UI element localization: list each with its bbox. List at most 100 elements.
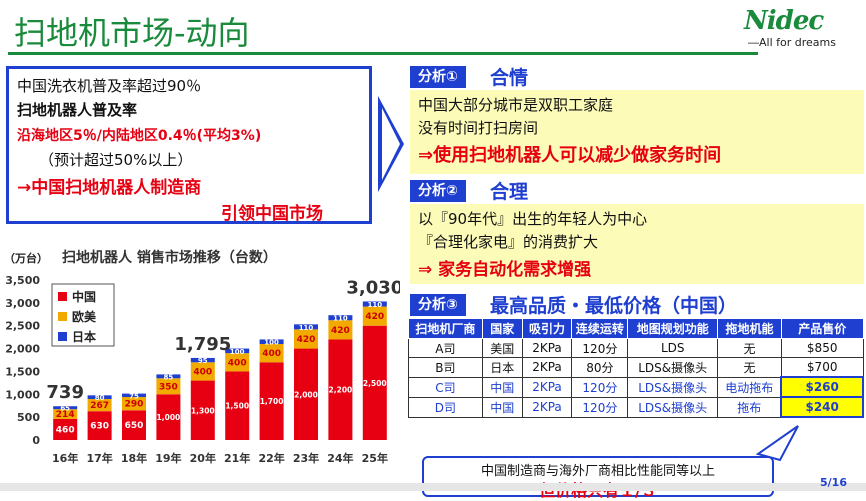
table-cell: 2KPa	[521, 376, 573, 398]
y-tick-label: 1,000	[5, 388, 40, 401]
analysis-2-line1: 以『90年代』出生的年轻人为中心	[418, 210, 648, 228]
bar-data-label: 290	[125, 400, 144, 410]
chart-x-axis: 16年 17年 18年 19年 20年 21年 22年 23年 24年 25年	[52, 451, 388, 465]
x-tick-label: 24年	[327, 451, 353, 465]
table-cell: LDS&摄像头	[627, 376, 719, 398]
bar-segment	[259, 344, 284, 363]
analysis-title-1: 合情	[490, 67, 529, 89]
y-tick-label: 3,500	[5, 274, 40, 287]
table-row: D司 中国 2KPa 120分 LDS&摄像头 拖布 $240	[408, 396, 864, 418]
price-highlight: $240	[780, 396, 864, 418]
table-cell: C司	[408, 376, 483, 398]
bar-segment	[53, 418, 78, 440]
analysis-box-1: 中国大部分城市是双职工家庭 没有时间打扫房间 ⇒使用扫地机器人可以减少做家务时间	[410, 90, 864, 174]
bar-data-label: 75	[129, 392, 139, 400]
col-header-runtime: 连续运转	[571, 318, 629, 339]
x-tick-label: 22年	[258, 451, 284, 465]
bar-segment	[87, 411, 112, 440]
bar-data-label: 1,700	[260, 397, 284, 406]
page-number: 5/16	[820, 476, 847, 489]
analysis-tag-2: 分析②	[410, 180, 466, 202]
bar-data-label: 267	[90, 401, 109, 411]
bar-data-label: 420	[297, 335, 316, 345]
bar-data-label: 95	[198, 357, 208, 365]
table-cell: 拖布	[717, 396, 782, 418]
bar-segment	[87, 398, 112, 412]
table-cell: LDS&摄像头	[627, 396, 719, 418]
summary-line-penetration: 扫地机器人普及率	[17, 101, 138, 119]
chart-y-unit: （万台）	[4, 251, 48, 265]
legend-label: 日本	[72, 329, 96, 344]
y-tick-label: 500	[17, 411, 40, 424]
table-cell: LDS	[627, 338, 719, 358]
bar-data-label: 420	[331, 326, 350, 336]
bar-segment	[362, 301, 387, 307]
logo-tagline: ―All for dreams	[748, 36, 836, 49]
table-row: A司 美国 2KPa 120分 LDS 无 $850	[408, 338, 864, 358]
summary-line-forecast: （预计超过50%以上）	[39, 151, 193, 169]
footer-bar	[0, 483, 866, 491]
summary-line-lead: 引领中国市场	[221, 204, 323, 224]
table-cell: 美国	[481, 338, 523, 358]
bar-data-label: 110	[333, 315, 348, 323]
legend-swatch	[58, 312, 67, 321]
bar-data-label: 1,000	[157, 413, 181, 422]
x-tick-label: 25年	[362, 451, 388, 465]
col-header-country: 国家	[481, 318, 523, 339]
bar-data-label: 400	[193, 367, 212, 377]
analysis-1-conclusion: ⇒使用扫地机器人可以减少做家务时间	[418, 145, 722, 166]
price-highlight: $260	[780, 376, 864, 398]
bar-segment	[87, 395, 112, 399]
col-header-mapping: 地图规划功能	[627, 318, 719, 339]
analysis-title-2: 合理	[490, 181, 529, 203]
table-cell: 2KPa	[521, 396, 573, 418]
bar-segment	[225, 353, 250, 372]
legend-swatch	[58, 292, 67, 301]
callout-line1: 中国制造商与海外厂商相比性能同等以上	[480, 464, 715, 479]
title-underline	[8, 52, 758, 55]
x-tick-label: 17年	[86, 451, 112, 465]
right-arrow-icon-inner	[382, 108, 400, 180]
analysis-1-line1: 中国大部分城市是双职工家庭	[418, 96, 614, 114]
bar-total-label: 3,030	[346, 277, 400, 298]
col-header-price: 产品售价	[780, 318, 864, 339]
bar-segment	[122, 393, 146, 398]
analysis-title-3: 最高品质・最低价格（中国）	[490, 295, 738, 317]
table-cell: B司	[408, 357, 483, 378]
analysis-tag-1: 分析①	[410, 66, 466, 88]
bar-segment	[156, 378, 181, 395]
table-cell: $700	[780, 357, 864, 378]
x-tick-label: 20年	[190, 451, 216, 465]
y-tick-label: 0	[32, 434, 40, 447]
bar-total-label: 1,795	[174, 334, 231, 355]
table-cell: 120分	[571, 338, 629, 358]
bar-data-label: 214	[56, 410, 75, 420]
chart-y-axis: 0 500 1,000 1,500 2,000 2,500 3,000 3,500	[5, 274, 40, 447]
bar-segment	[53, 406, 78, 410]
bar-data-label: 80	[95, 394, 105, 402]
bar-data-label: 85	[164, 373, 174, 381]
bar-segment	[122, 410, 146, 440]
legend-swatch	[58, 332, 67, 341]
bar-data-label: 65	[60, 405, 70, 413]
y-tick-label: 1,500	[5, 365, 40, 378]
table-cell: 2KPa	[521, 338, 573, 358]
bar-segment	[362, 306, 387, 326]
table-cell: 120分	[571, 376, 629, 398]
nidec-logo: Nidec	[744, 6, 824, 36]
analysis-2-line2: 『合理化家电』的消费扩大	[418, 233, 599, 251]
summary-line-manufacturers: →中国扫地机器人制造商	[17, 178, 202, 198]
analysis-2-conclusion: ⇒ 家务自动化需求增强	[418, 260, 592, 280]
bar-data-label: 420	[365, 312, 384, 322]
bar-data-label: 110	[367, 301, 382, 309]
table-cell: 无	[717, 338, 782, 358]
analysis-box-2: 以『90年代』出生的年轻人为中心 『合理化家电』的消费扩大 ⇒ 家务自动化需求增…	[410, 204, 864, 284]
bar-segment	[362, 325, 387, 440]
analysis-1-line2: 没有时间打扫房间	[418, 119, 539, 137]
bar-data-label: 2,500	[363, 379, 387, 388]
summary-box: 中国洗衣机普及率超过90％ 扫地机器人普及率 沿海地区5％/内陆地区0.4％(平…	[6, 66, 372, 224]
bar-segment	[190, 362, 215, 381]
x-tick-label: 23年	[293, 451, 319, 465]
bar-data-label: 1,300	[191, 406, 215, 415]
